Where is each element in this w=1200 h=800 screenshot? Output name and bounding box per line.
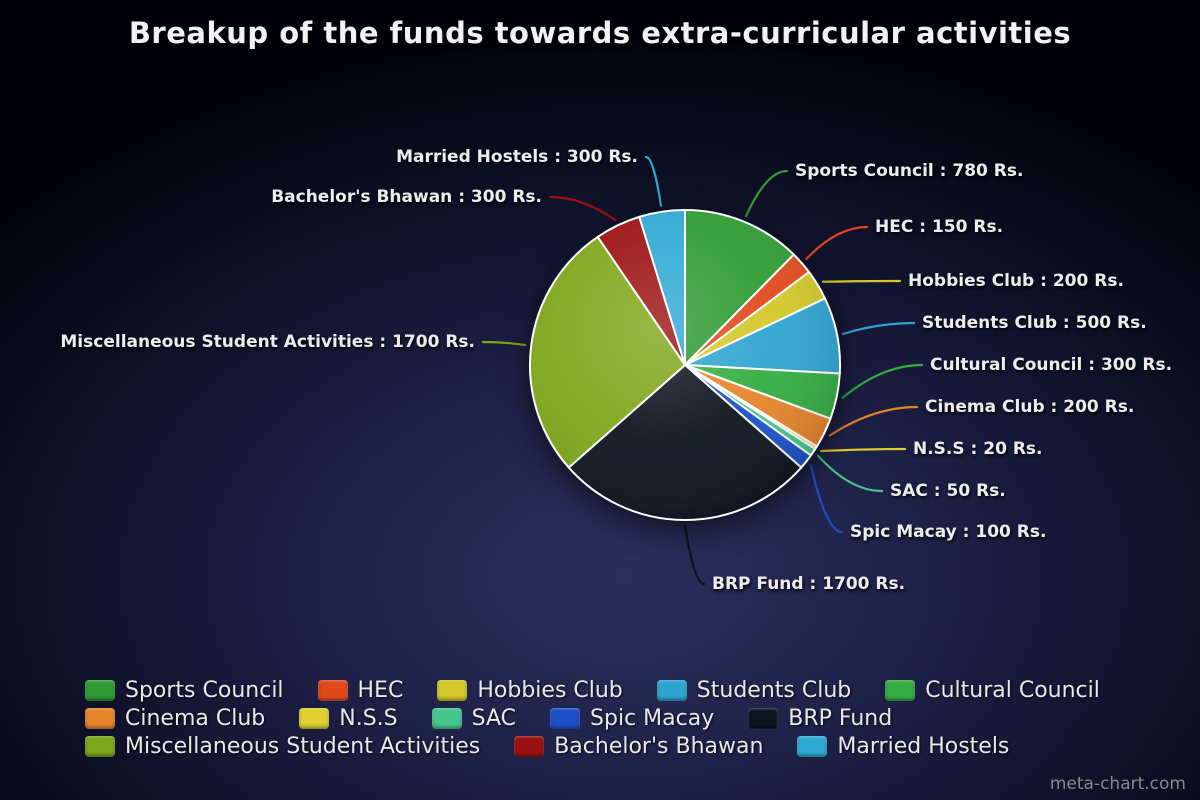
callout-label-married-hostels: Married Hostels : 300 Rs. xyxy=(396,147,638,167)
legend-item-spic-macay: Spic Macay xyxy=(550,706,714,731)
callout-label-spic-macay: Spic Macay : 100 Rs. xyxy=(850,522,1047,542)
legend-swatch-cinema-club xyxy=(85,707,115,729)
legend-item-cultural-council: Cultural Council xyxy=(885,678,1100,703)
callout-line-brp-fund xyxy=(683,524,706,586)
callout-label-n-s-s: N.S.S : 20 Rs. xyxy=(913,439,1043,459)
callout-label-miscellaneous-student-activities: Miscellaneous Student Activities : 1700 … xyxy=(60,332,475,352)
watermark: meta-chart.com xyxy=(1049,774,1186,794)
legend-swatch-students-club xyxy=(656,679,687,701)
pie-slices xyxy=(529,209,841,522)
legend-item-bachelor-s-bhawan: Bachelor's Bhawan xyxy=(514,734,763,759)
callout-label-brp-fund: BRP Fund : 1700 Rs. xyxy=(712,574,906,594)
callout-label-sports-council: Sports Council : 780 Rs. xyxy=(795,161,1024,181)
legend-row: Cinema Club N.S.S SAC Spic Macay BRP Fund xyxy=(85,704,1100,732)
legend-label: Cultural Council xyxy=(925,677,1100,703)
legend-label: SAC xyxy=(471,705,517,731)
callout-label-students-club: Students Club : 500 Rs. xyxy=(922,313,1147,333)
callout-line-sac xyxy=(816,454,884,493)
legend: Sports Council HEC Hobbies Club Students Cl… xyxy=(85,676,1100,760)
callout-line-married-hostels xyxy=(644,155,663,207)
legend-row: Miscellaneous Student Activities Bachelor… xyxy=(85,732,1100,760)
legend-swatch-spic-macay xyxy=(550,707,581,729)
legend-swatch-married-hostels xyxy=(797,735,828,757)
legend-swatch-hobbies-club xyxy=(437,679,468,701)
callout-line-sports-council xyxy=(744,169,789,218)
legend-swatch-sports-council xyxy=(85,679,115,701)
callout-label-cultural-council: Cultural Council : 300 Rs. xyxy=(930,355,1173,375)
callout-line-n-s-s xyxy=(820,447,907,453)
callout-line-bachelor-s-bhawan xyxy=(548,195,617,222)
legend-label: Hobbies Club xyxy=(477,677,623,703)
legend-swatch-hec xyxy=(317,679,348,701)
callout-label-cinema-club: Cinema Club : 200 Rs. xyxy=(925,397,1135,417)
legend-item-married-hostels: Married Hostels xyxy=(797,734,1009,759)
legend-row: Sports Council HEC Hobbies Club Students Cl… xyxy=(85,676,1100,704)
chart-title: Breakup of the funds towards extra-curri… xyxy=(128,16,1072,50)
legend-label: HEC xyxy=(357,677,404,703)
legend-label: N.S.S xyxy=(339,705,398,731)
legend-item-cinema-club: Cinema Club xyxy=(85,706,265,731)
callout-line-hobbies-club xyxy=(821,279,902,283)
legend-swatch-n-s-s xyxy=(299,707,330,729)
callout-line-cultural-council xyxy=(841,363,924,399)
legend-swatch-cultural-council xyxy=(885,679,916,701)
legend-item-brp-fund: BRP Fund xyxy=(748,706,892,731)
legend-item-sports-council: Sports Council xyxy=(85,678,284,703)
legend-item-hec: HEC xyxy=(317,677,404,703)
callout-label-bachelor-s-bhawan: Bachelor's Bhawan : 300 Rs. xyxy=(271,187,542,207)
callout-line-spic-macay xyxy=(809,464,844,534)
legend-label: Miscellaneous Student Activities xyxy=(125,733,481,759)
legend-label: Bachelor's Bhawan xyxy=(554,733,764,759)
callout-line-students-club xyxy=(841,321,916,335)
legend-label: Spic Macay xyxy=(590,705,715,731)
legend-item-n-s-s: N.S.S xyxy=(299,705,398,731)
legend-label: Cinema Club xyxy=(125,705,266,731)
legend-item-sac: SAC xyxy=(431,705,517,731)
legend-label: BRP Fund xyxy=(788,705,893,731)
legend-swatch-brp-fund xyxy=(748,707,779,729)
legend-swatch-bachelor-s-bhawan xyxy=(514,735,545,757)
legend-swatch-miscellaneous-student-activities xyxy=(85,735,115,757)
legend-swatch-sac xyxy=(431,707,462,729)
callout-line-miscellaneous-student-activities xyxy=(481,340,527,347)
callout-label-hobbies-club: Hobbies Club : 200 Rs. xyxy=(908,271,1124,291)
callout-line-hec xyxy=(805,225,869,261)
legend-label: Sports Council xyxy=(125,677,284,703)
legend-item-miscellaneous-student-activities: Miscellaneous Student Activities xyxy=(85,734,480,759)
callout-line-cinema-club xyxy=(828,405,919,437)
callout-label-hec: HEC : 150 Rs. xyxy=(875,217,1004,237)
legend-item-hobbies-club: Hobbies Club xyxy=(437,677,623,703)
legend-label: Married Hostels xyxy=(837,733,1010,759)
legend-label: Students Club xyxy=(696,677,852,703)
callout-label-sac: SAC : 50 Rs. xyxy=(890,481,1006,501)
legend-item-students-club: Students Club xyxy=(656,677,852,703)
